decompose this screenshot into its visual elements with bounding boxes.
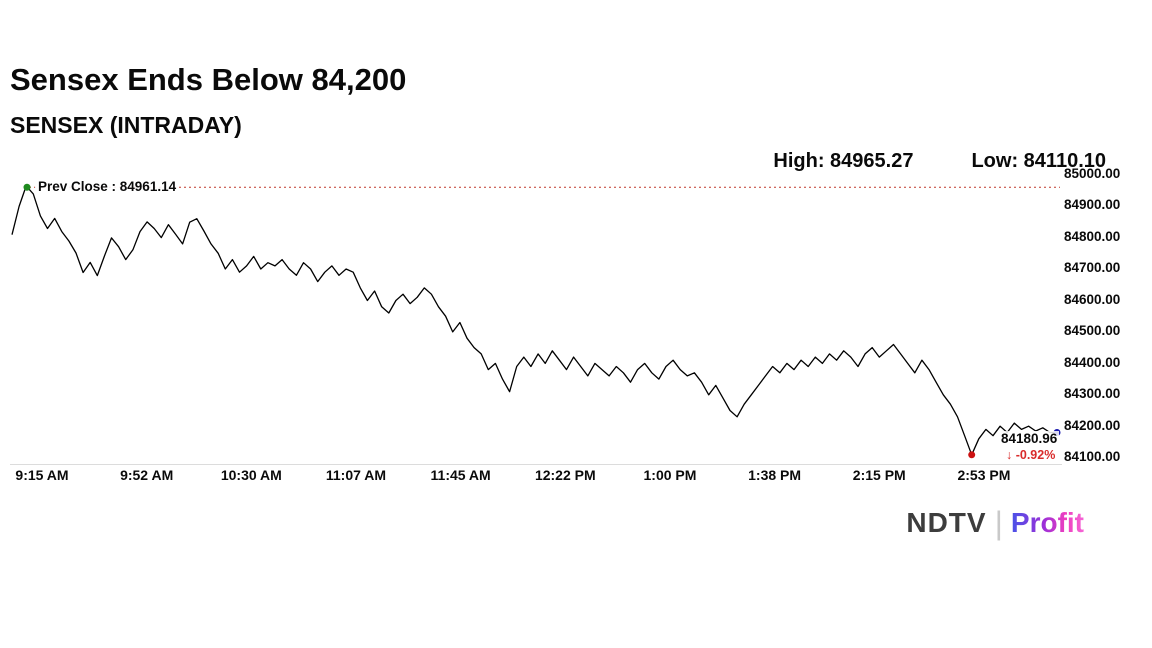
low-marker xyxy=(968,451,976,459)
prev-close-label: Prev Close : 84961.14 xyxy=(35,179,180,195)
y-axis-tick: 84100.00 xyxy=(1064,449,1121,464)
price-line xyxy=(11,185,1057,456)
y-axis-tick: 85000.00 xyxy=(1064,166,1121,181)
x-axis-tick: 2:53 PM xyxy=(957,467,1011,483)
x-axis-tick: 11:45 AM xyxy=(430,467,491,483)
ndtv-profit-logo: NDTV | Profit xyxy=(906,507,1084,539)
x-axis-tick: 9:52 AM xyxy=(120,467,174,483)
page-title: Sensex Ends Below 84,200 xyxy=(10,62,407,97)
y-axis-tick: 84400.00 xyxy=(1064,354,1121,370)
x-axis-tick: 11:07 AM xyxy=(325,467,387,483)
y-axis-tick: 84600.00 xyxy=(1064,291,1121,307)
y-axis-tick: 84500.00 xyxy=(1064,323,1121,339)
x-axis-tick: 9:15 AM xyxy=(15,467,69,483)
high-stat: High: 84965.27 xyxy=(773,150,914,172)
x-axis-tick: 2:15 PM xyxy=(852,467,906,483)
y-axis-tick: 84200.00 xyxy=(1064,417,1121,433)
change-percent-label: ↓ -0.92% xyxy=(1006,448,1056,462)
chart-subtitle: SENSEX (INTRADAY) xyxy=(10,112,242,138)
logo-separator: | xyxy=(994,505,1003,541)
last-price-label: 84180.96 xyxy=(999,431,1060,446)
y-axis-tick: 84900.00 xyxy=(1064,197,1121,213)
high-low-stats: High: 84965.27 Low: 84110.10 xyxy=(773,150,1106,173)
y-axis-tick: 84700.00 xyxy=(1064,260,1121,276)
x-axis-tick: 12:22 PM xyxy=(534,467,596,483)
x-axis-tick: 10:30 AM xyxy=(220,467,282,483)
x-axis-tick: 1:00 PM xyxy=(643,467,697,483)
y-axis-tick: 84800.00 xyxy=(1064,228,1121,244)
x-axis-tick: 1:38 PM xyxy=(748,467,802,483)
ndtv-logo-text: NDTV xyxy=(906,507,987,538)
low-stat: Low: 84110.10 xyxy=(971,150,1106,172)
y-axis-tick: 84300.00 xyxy=(1064,386,1121,402)
prev-close-marker xyxy=(23,183,31,191)
profit-logo-text: Profit xyxy=(1010,507,1084,538)
